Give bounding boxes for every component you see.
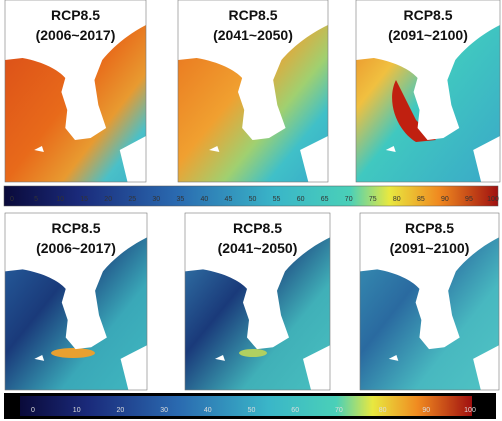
panel-period: (2091~2100) bbox=[388, 27, 468, 43]
colorbar-tick-label: 75 bbox=[369, 196, 377, 203]
colorbar-tick-label: 20 bbox=[104, 196, 112, 203]
colorbar-tick-label: 30 bbox=[152, 196, 160, 203]
colorbar-tick-label: 55 bbox=[273, 196, 281, 203]
colorbar-tick-label: 90 bbox=[422, 407, 430, 414]
colorbar-tick-label: 0 bbox=[10, 196, 14, 203]
colorbar-tick-label: 60 bbox=[291, 407, 299, 414]
colorbar-tick-label: 80 bbox=[379, 407, 387, 414]
colorbar-tick-label: 70 bbox=[335, 407, 343, 414]
map-border bbox=[4, 0, 147, 183]
hotspot bbox=[392, 80, 436, 142]
colorbar-tick-label: 40 bbox=[204, 407, 212, 414]
colorbar-tick-label: 100 bbox=[464, 407, 476, 414]
colorbar-tick-label: 60 bbox=[297, 196, 305, 203]
colorbar-tick-label: 35 bbox=[176, 196, 184, 203]
panel-period: (2006~2017) bbox=[36, 27, 116, 43]
colorbar-tick-label: 95 bbox=[465, 196, 473, 203]
map-panel: RCP8.5 (2091~2100) bbox=[359, 212, 500, 391]
map-panel: RCP8.5 (2041~2050) bbox=[177, 0, 329, 183]
colorbar-tick-label: 65 bbox=[321, 196, 329, 203]
colorbar-tick-label: 30 bbox=[160, 407, 168, 414]
colorbar-tick-label: 15 bbox=[80, 196, 88, 203]
map-border bbox=[359, 212, 500, 391]
panel-period: (2091~2100) bbox=[390, 240, 470, 256]
map-border bbox=[184, 212, 331, 391]
panel-period: (2006~2017) bbox=[36, 240, 116, 256]
colorbar-tick-label: 50 bbox=[249, 196, 257, 203]
panel-scenario: RCP8.5 bbox=[233, 220, 282, 236]
colorbar-tick-label: 0 bbox=[31, 407, 35, 414]
panel-scenario: RCP8.5 bbox=[51, 7, 100, 23]
panel-scenario: RCP8.5 bbox=[403, 7, 452, 23]
hotspot bbox=[51, 348, 95, 358]
panel-scenario: RCP8.5 bbox=[228, 7, 277, 23]
map-panel: RCP8.5 (2041~2050) bbox=[184, 212, 331, 391]
colorbar-tick-label: 20 bbox=[117, 407, 125, 414]
colorbar-tick-label: 50 bbox=[248, 407, 256, 414]
map-panel: RCP8.5 (2006~2017) bbox=[4, 0, 147, 183]
colorbar-tick-label: 10 bbox=[56, 196, 64, 203]
map-border bbox=[4, 212, 148, 391]
colorbar-tick-label: 100 bbox=[487, 196, 499, 203]
panel-period: (2041~2050) bbox=[218, 240, 298, 256]
colorbar-tick-label: 90 bbox=[441, 196, 449, 203]
map-border bbox=[355, 0, 501, 183]
map-border bbox=[177, 0, 329, 183]
colorbars: 0 5 10 15 20 25 30 35 40 45 50 55 60 65 70 75 80 85 90 95 10… bbox=[3, 185, 499, 419]
panel-scenario: RCP8.5 bbox=[51, 220, 100, 236]
map-panels: RCP8.5(2006~2017)RCP8.5(2041~2050)RCP8.5… bbox=[4, 0, 501, 391]
panel-period: (2041~2050) bbox=[213, 27, 293, 43]
colorbar-tick-label: 10 bbox=[73, 407, 81, 414]
map-panel: RCP8.5 (2006~2017) bbox=[4, 212, 148, 391]
map-panel: RCP8.5 (2091~2100) bbox=[355, 0, 501, 183]
colorbar-tick-label: 25 bbox=[128, 196, 136, 203]
colorbar-top bbox=[3, 185, 499, 207]
colorbar-bottom bbox=[20, 396, 472, 416]
colorbar-tick-label: 80 bbox=[393, 196, 401, 203]
panel-scenario: RCP8.5 bbox=[405, 220, 454, 236]
colorbar-tick-label: 40 bbox=[201, 196, 209, 203]
colorbar-tick-label: 45 bbox=[225, 196, 233, 203]
colorbar-tick-label: 5 bbox=[34, 196, 38, 203]
colorbar-tick-label: 85 bbox=[417, 196, 425, 203]
hotspot bbox=[239, 349, 267, 357]
colorbar-tick-label: 70 bbox=[345, 196, 353, 203]
